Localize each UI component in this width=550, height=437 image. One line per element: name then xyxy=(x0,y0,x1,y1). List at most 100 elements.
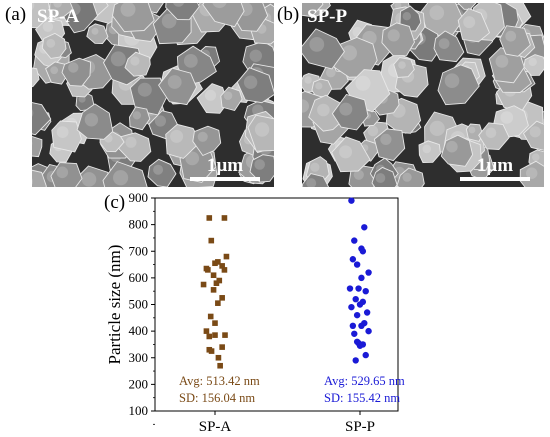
data-point-sp-p xyxy=(356,342,364,349)
data-point-sp-p xyxy=(353,261,361,268)
sem-grain xyxy=(32,102,52,136)
sem-grain-highlight xyxy=(355,75,371,91)
sem-grain xyxy=(124,51,151,77)
data-point-sp-p xyxy=(356,301,364,308)
sem-grain-highlight xyxy=(161,13,177,29)
avg-annotation: Avg: 529.65 nm xyxy=(324,374,405,388)
data-point-sp-p xyxy=(352,295,359,303)
sem-grain-highlight xyxy=(113,170,129,186)
sem-grain-highlight xyxy=(341,45,357,61)
panel-a-label: (a) xyxy=(5,4,27,25)
sem-grain-highlight xyxy=(375,173,386,183)
data-point-sp-p xyxy=(362,287,369,295)
sem-grain-highlight xyxy=(468,126,476,134)
sem-grain-highlight xyxy=(185,151,200,166)
sem-grain-highlight xyxy=(32,109,34,117)
sem-grain-highlight xyxy=(317,103,330,117)
data-point-sp-p xyxy=(355,285,362,292)
sem-grain-highlight xyxy=(309,37,325,52)
sem-grain xyxy=(437,64,480,106)
data-point-sp-a xyxy=(212,260,218,267)
data-point-sp-p xyxy=(365,269,372,276)
sem-grain xyxy=(396,167,425,187)
y-tick-label: 800 xyxy=(129,217,149,232)
sem-grain xyxy=(158,67,197,106)
sem-grain xyxy=(51,120,82,153)
data-point-sp-p xyxy=(352,357,359,364)
data-point-sp-a xyxy=(210,272,217,279)
sem-grain xyxy=(522,120,544,151)
sem-texture-a xyxy=(32,3,274,187)
data-point-sp-p xyxy=(349,256,357,263)
data-point-sp-a xyxy=(221,267,228,273)
sem-grain xyxy=(147,158,177,187)
sem-grain xyxy=(465,123,483,142)
sem-grain-highlight xyxy=(528,57,537,67)
data-point-sp-p xyxy=(348,197,355,204)
sem-grain-highlight xyxy=(367,125,379,137)
data-point-sp-a xyxy=(207,313,214,320)
sem-grain xyxy=(192,125,222,157)
sem-grain xyxy=(102,161,148,187)
data-point-sp-p xyxy=(365,327,372,335)
data-point-sp-p xyxy=(351,330,358,337)
data-point-sp-a xyxy=(219,295,225,301)
data-point-sp-a xyxy=(205,267,211,273)
sem-grain-highlight xyxy=(339,102,353,116)
sem-grain-highlight xyxy=(380,133,392,145)
data-point-sp-a xyxy=(217,362,223,369)
sem-grain-highlight xyxy=(353,169,364,180)
sem-grain-highlight xyxy=(243,75,258,89)
sem-grain-highlight xyxy=(110,51,126,67)
sem-grain-highlight xyxy=(302,99,309,113)
sem-grain-highlight xyxy=(422,144,432,154)
sem-grain xyxy=(499,25,531,57)
sem-grain-highlight xyxy=(137,82,152,97)
sem-grain xyxy=(247,114,274,152)
sem-grain-highlight xyxy=(46,38,56,48)
sem-grain xyxy=(418,140,441,164)
data-point-sp-a xyxy=(208,348,215,354)
sem-grain xyxy=(165,3,200,21)
sem-grain xyxy=(196,83,229,114)
sem-grain-highlight xyxy=(125,136,137,148)
sem-grain xyxy=(76,103,114,140)
sem-grain xyxy=(302,28,345,70)
sem-image-sp-a: SP-A 1µm xyxy=(32,3,274,187)
particle-size-chart: 100 200 300 400 500 600 700 800 900 SP-A SP-P Parti… xyxy=(105,190,405,435)
sem-grain-highlight xyxy=(444,73,460,88)
sem-grain xyxy=(311,78,333,98)
data-point-sp-p xyxy=(353,311,361,319)
sem-grain-highlight xyxy=(463,16,476,29)
sem-grain-highlight xyxy=(402,12,411,21)
data-point-sp-a xyxy=(219,263,225,269)
avg-annotation: Avg: 513.42 nm xyxy=(179,374,260,388)
data-point-sp-a xyxy=(208,237,215,244)
data-point-sp-p xyxy=(362,351,369,359)
sem-grain xyxy=(440,134,474,167)
y-tick-label: 600 xyxy=(129,270,149,285)
sem-grain xyxy=(32,135,43,158)
data-point-sp-p xyxy=(361,224,368,231)
sem-grain-highlight xyxy=(204,89,217,101)
y-axis-label: Particle size (nm) xyxy=(105,245,124,365)
data-point-sp-p xyxy=(349,322,357,329)
sem-grain-highlight xyxy=(249,49,262,62)
x-tick-label: SP-P xyxy=(345,419,375,435)
sem-grain-highlight xyxy=(310,162,320,172)
scale-bar-b: 1µm xyxy=(460,156,530,181)
sd-annotation: SD: 155.42 nm xyxy=(324,391,400,405)
sem-grain xyxy=(457,8,491,43)
sem-grain xyxy=(249,154,274,183)
sem-grain-highlight xyxy=(84,113,99,127)
sem-grain-highlight xyxy=(91,27,99,35)
sem-grain xyxy=(32,169,47,187)
data-point-sp-a xyxy=(215,259,221,265)
sem-grain-highlight xyxy=(81,172,97,187)
sem-grain xyxy=(61,57,92,87)
sem-grain xyxy=(41,32,67,59)
sem-grain xyxy=(373,128,406,162)
sem-grain-highlight xyxy=(394,3,402,9)
sem-grain-highlight xyxy=(153,164,164,175)
sem-grain-highlight xyxy=(32,3,35,11)
